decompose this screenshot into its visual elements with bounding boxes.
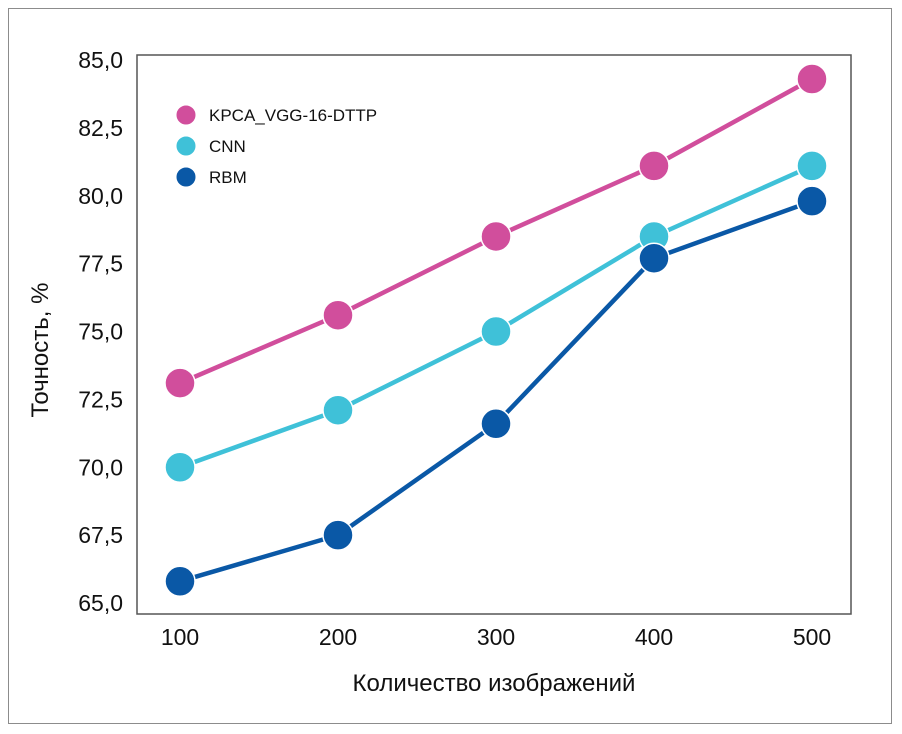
data-point-cnn xyxy=(322,394,354,426)
x-tick-label: 300 xyxy=(477,624,515,650)
data-point-rbm xyxy=(638,242,670,274)
data-point-cnn xyxy=(796,150,828,182)
y-axis-ticks: 65,0 67,5 70,0 72,5 75,0 77,5 80,0 82,5 85,0 xyxy=(78,47,123,616)
plot-area xyxy=(136,54,852,615)
legend-marker xyxy=(175,166,197,188)
x-axis-ticks: 100 200 300 400 500 xyxy=(161,624,831,650)
x-tick-label: 400 xyxy=(635,624,673,650)
data-point-cnn xyxy=(480,315,512,348)
legend-marker xyxy=(175,135,197,157)
data-point-kpca-vgg-16-dttp xyxy=(796,63,828,95)
data-point-rbm xyxy=(322,519,354,551)
data-point-cnn xyxy=(164,451,196,483)
plot-border xyxy=(136,54,852,615)
legend-label: CNN xyxy=(209,137,246,156)
data-point-kpca-vgg-16-dttp xyxy=(638,150,670,182)
y-tick-label: 72,5 xyxy=(78,386,123,412)
y-tick-label: 77,5 xyxy=(78,251,123,277)
legend-label: KPCA_VGG-16-DTTP xyxy=(209,106,377,125)
y-tick-label: 70,0 xyxy=(78,454,123,480)
series-line-rbm xyxy=(177,198,815,584)
y-tick-label: 67,5 xyxy=(78,522,123,548)
y-tick-label: 65,0 xyxy=(78,590,123,616)
legend: KPCA_VGG-16-DTTP CNN RBM xyxy=(175,104,377,188)
data-point-kpca-vgg-16-dttp xyxy=(322,299,354,331)
x-tick-label: 500 xyxy=(793,624,831,650)
x-axis-label: Количество изображений xyxy=(353,670,636,697)
series-points xyxy=(164,63,828,598)
legend-marker xyxy=(175,104,197,126)
y-tick-label: 82,5 xyxy=(78,115,123,141)
data-point-rbm xyxy=(164,565,196,598)
y-tick-label: 75,0 xyxy=(78,319,123,345)
y-tick-label: 85,0 xyxy=(78,47,123,73)
legend-label: RBM xyxy=(209,168,247,187)
x-tick-label: 200 xyxy=(319,624,357,650)
y-axis-label: Точность, % xyxy=(27,283,54,418)
data-point-kpca-vgg-16-dttp xyxy=(480,220,512,253)
data-point-kpca-vgg-16-dttp xyxy=(164,367,196,399)
data-point-rbm xyxy=(796,185,828,217)
data-point-rbm xyxy=(480,408,512,440)
y-tick-label: 80,0 xyxy=(78,183,123,209)
figure-frame xyxy=(8,8,892,724)
x-tick-label: 100 xyxy=(161,624,199,650)
